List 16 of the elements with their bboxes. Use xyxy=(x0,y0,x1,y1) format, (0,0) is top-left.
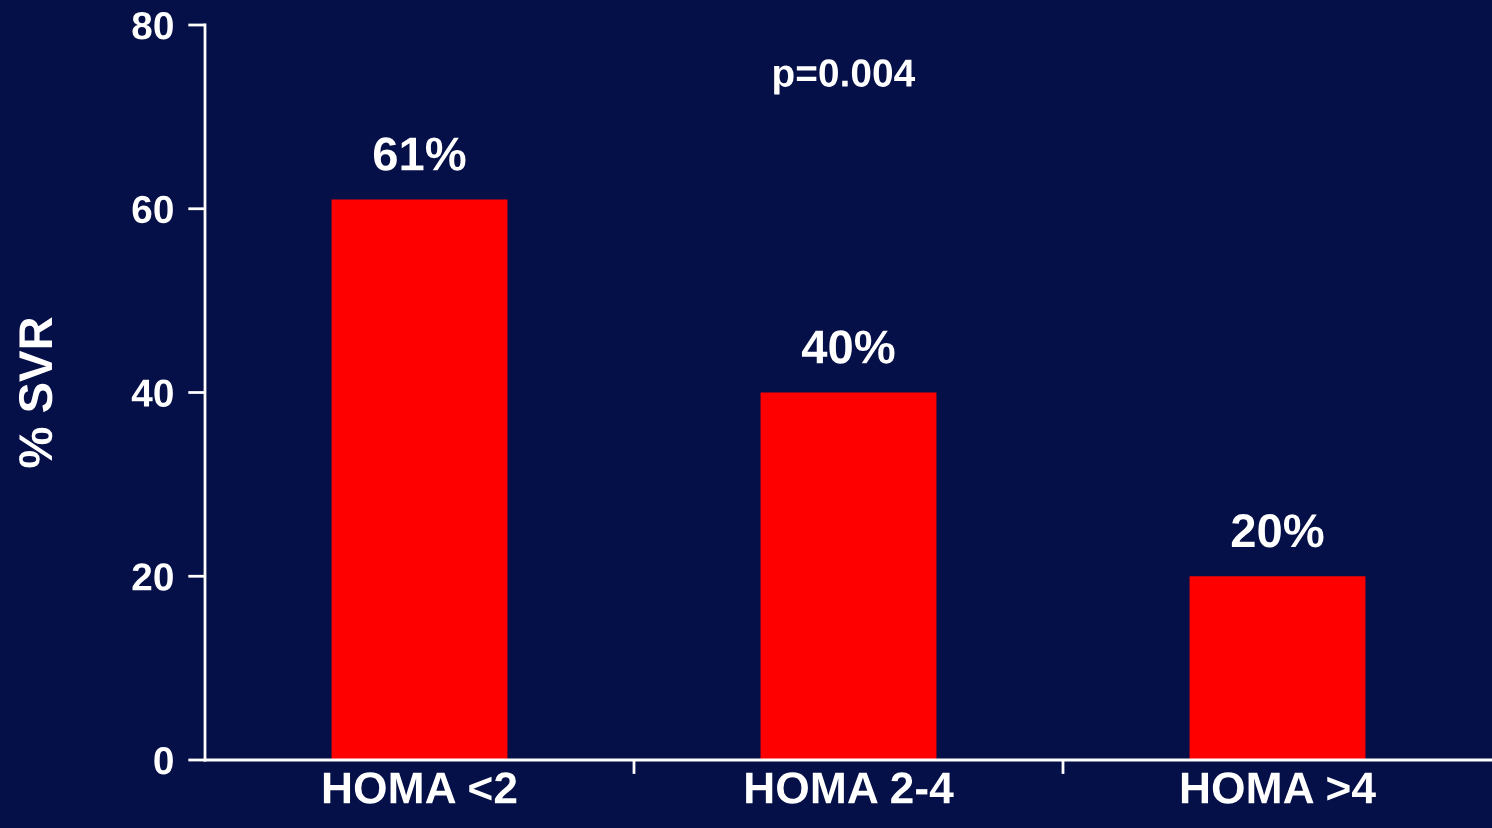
data-label: 61% xyxy=(373,137,466,171)
bar xyxy=(760,392,937,760)
y-tick-label: 40 xyxy=(131,379,173,407)
data-label: 20% xyxy=(1231,514,1324,548)
y-tick-label: 60 xyxy=(132,195,173,224)
x-tick-label: HOMA >4 xyxy=(1181,772,1376,804)
y-tick-label: 80 xyxy=(132,11,173,40)
y-tick-label: 20 xyxy=(132,563,173,591)
bar xyxy=(331,199,508,760)
x-tick-label: HOMA 2-4 xyxy=(746,772,954,804)
annotation: p=0.004 xyxy=(774,59,916,95)
x-tick-label: HOMA <2 xyxy=(323,772,517,804)
y-tick-label: 0 xyxy=(154,746,173,775)
y-axis-title: % SVR xyxy=(18,317,53,468)
bar xyxy=(1189,576,1366,760)
data-label: 40% xyxy=(801,330,895,364)
